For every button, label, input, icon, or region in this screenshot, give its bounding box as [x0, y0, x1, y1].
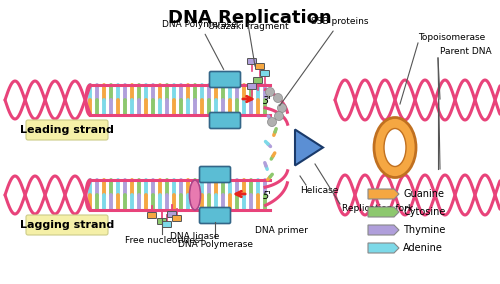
Text: SSB proteins: SSB proteins	[280, 17, 369, 106]
FancyBboxPatch shape	[172, 216, 182, 222]
Circle shape	[266, 87, 274, 97]
Text: Leading strand: Leading strand	[20, 125, 114, 135]
FancyBboxPatch shape	[254, 78, 262, 83]
Text: Okazaki fragment: Okazaki fragment	[208, 22, 288, 31]
Ellipse shape	[190, 180, 200, 210]
Circle shape	[274, 112, 283, 120]
Text: Adenine: Adenine	[403, 243, 443, 253]
Text: 3': 3'	[263, 96, 272, 106]
Polygon shape	[368, 225, 399, 235]
Text: Topoisomerase: Topoisomerase	[418, 33, 485, 42]
Text: Helicase: Helicase	[300, 186, 339, 195]
FancyBboxPatch shape	[200, 166, 230, 183]
FancyBboxPatch shape	[26, 215, 108, 235]
Polygon shape	[295, 130, 323, 166]
Circle shape	[268, 118, 276, 126]
Polygon shape	[368, 189, 399, 199]
FancyBboxPatch shape	[256, 64, 264, 70]
Polygon shape	[368, 207, 399, 217]
Polygon shape	[368, 243, 399, 253]
Circle shape	[274, 93, 282, 103]
Text: DNA Polymerase: DNA Polymerase	[162, 20, 238, 70]
FancyBboxPatch shape	[148, 212, 156, 218]
FancyBboxPatch shape	[200, 208, 230, 224]
Ellipse shape	[384, 128, 406, 166]
Text: 5': 5'	[263, 191, 272, 201]
Circle shape	[278, 103, 286, 112]
Text: Thymine: Thymine	[403, 225, 446, 235]
Text: Cytosine: Cytosine	[403, 207, 446, 217]
FancyBboxPatch shape	[248, 59, 256, 64]
Text: Lagging strand: Lagging strand	[20, 220, 114, 230]
FancyBboxPatch shape	[260, 70, 270, 76]
Text: Parent DNA: Parent DNA	[440, 47, 492, 56]
Text: DNA Replication: DNA Replication	[168, 9, 332, 27]
FancyBboxPatch shape	[26, 120, 108, 140]
Text: Guanine: Guanine	[403, 189, 444, 199]
Text: DNA primer: DNA primer	[255, 226, 308, 235]
FancyBboxPatch shape	[168, 212, 176, 218]
FancyBboxPatch shape	[210, 112, 240, 128]
Text: Free nucleotides: Free nucleotides	[124, 236, 200, 245]
FancyBboxPatch shape	[210, 72, 240, 87]
Text: DNA ligase: DNA ligase	[170, 232, 220, 241]
FancyBboxPatch shape	[248, 83, 256, 89]
FancyBboxPatch shape	[158, 218, 166, 224]
Ellipse shape	[374, 118, 416, 178]
Text: Replication fork: Replication fork	[342, 204, 413, 213]
Text: DNA Polymerase: DNA Polymerase	[178, 240, 252, 249]
FancyBboxPatch shape	[162, 222, 172, 227]
